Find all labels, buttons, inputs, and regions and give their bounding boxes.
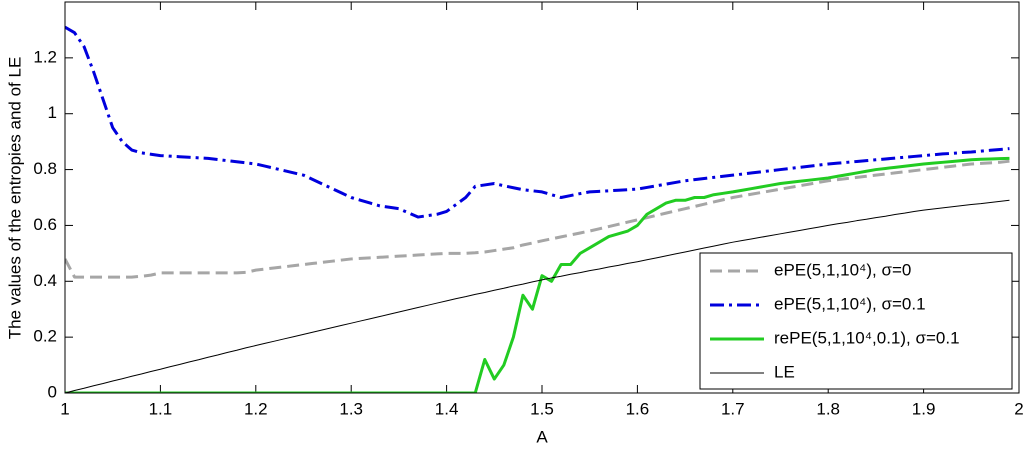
- x-tick-label: 1.7: [721, 399, 745, 418]
- x-tick-label: 1.6: [626, 399, 650, 418]
- y-tick-label: 1.2: [33, 47, 57, 66]
- x-tick-label: 1: [60, 399, 69, 418]
- plot-frame: [64, 1, 1020, 394]
- series-line: [65, 199, 1010, 393]
- legend-label: LE: [774, 362, 795, 381]
- y-tick-label: 1: [48, 103, 57, 122]
- y-axis-label: The values of the entropies and of LE: [5, 57, 24, 340]
- legend-label: rePE(5,1,10⁴,0.1), σ=0.1: [774, 328, 960, 347]
- y-tick-label: 0.2: [33, 327, 57, 346]
- x-tick-label: 1.2: [244, 399, 268, 418]
- series-line: [65, 25, 1010, 219]
- x-tick-label: 1.4: [435, 399, 459, 418]
- y-tick-label: 0: [48, 382, 57, 401]
- legend-box: [699, 252, 1013, 390]
- legend-label: ePE(5,1,10⁴), σ=0: [774, 260, 911, 279]
- x-tick-label: 1.3: [339, 399, 363, 418]
- x-tick-label: 2: [1014, 399, 1023, 418]
- x-tick-label: 1.5: [530, 399, 554, 418]
- x-tick-label: 1.1: [149, 399, 173, 418]
- series-line: [65, 156, 1010, 393]
- series-line: [65, 159, 1010, 279]
- y-tick-label: 0.4: [33, 271, 57, 290]
- x-tick-label: 1.9: [912, 399, 936, 418]
- y-tick-label: 0.6: [33, 215, 57, 234]
- y-tick-label: 0.8: [33, 159, 57, 178]
- x-tick-label: 1.8: [816, 399, 840, 418]
- x-axis-label: A: [536, 427, 548, 446]
- legend-label: ePE(5,1,10⁴), σ=0.1: [774, 294, 926, 313]
